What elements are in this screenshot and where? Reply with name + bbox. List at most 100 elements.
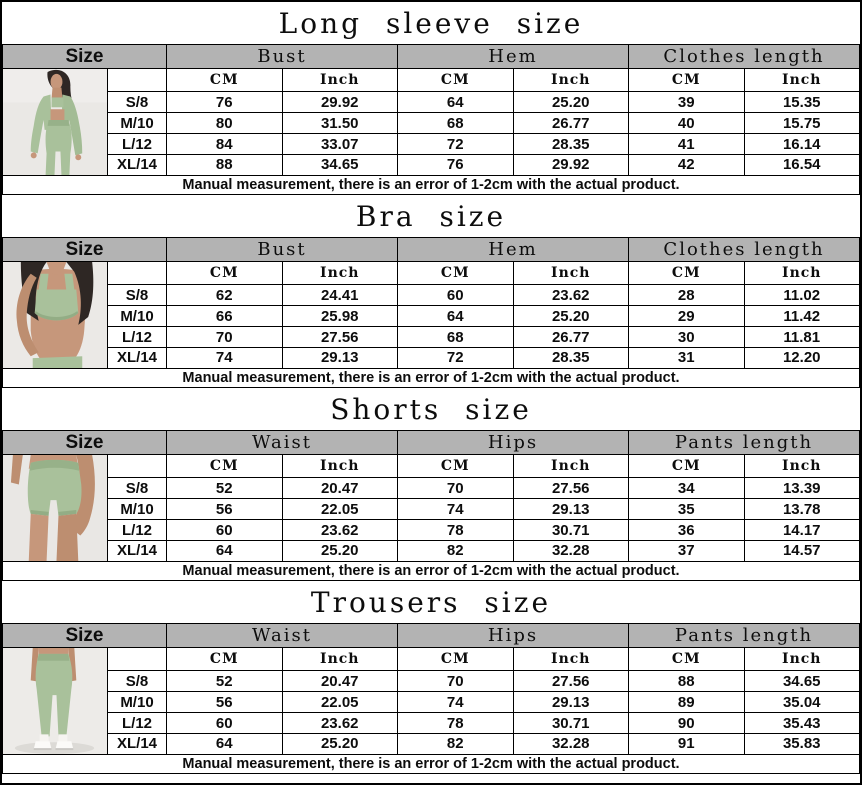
measurement-value: 28.35 <box>512 133 629 155</box>
measurement-value: 23.62 <box>281 712 398 734</box>
header-row: Size Waist Hips Pants length <box>2 623 860 648</box>
measurement-value: 11.02 <box>743 284 860 307</box>
measurement-value: 64 <box>397 91 514 114</box>
measurement-value: 30.71 <box>512 519 629 541</box>
size-row-label: S/8 <box>107 284 167 307</box>
empty-corner-cell <box>107 67 167 93</box>
cm-header: CM <box>397 453 514 479</box>
measurement-value: 88 <box>166 153 283 177</box>
size-row-label: XL/14 <box>107 539 167 563</box>
measurement-value: 68 <box>397 326 514 348</box>
group-header-2: Hips <box>397 430 629 455</box>
size-row: XL/14 64 25.20 82 32.28 91 35.83 <box>3 732 860 756</box>
shorts-photo <box>3 455 107 561</box>
measurement-value: 35.83 <box>743 732 860 756</box>
size-row-label: M/10 <box>107 112 167 135</box>
measurement-value: 34.65 <box>743 670 860 693</box>
measurement-value: 35.04 <box>743 691 860 714</box>
bra-photo <box>3 262 107 368</box>
measurement-value: 72 <box>397 346 514 370</box>
measurement-value: 22.05 <box>281 691 398 714</box>
size-row: L/12 70 27.56 68 26.77 30 11.81 <box>3 326 860 348</box>
size-row-label: M/10 <box>107 691 167 714</box>
measurement-value: 28.35 <box>512 346 629 370</box>
measurement-value: 26.77 <box>512 326 629 348</box>
inch-header: Inch <box>281 260 398 286</box>
size-row-label: XL/14 <box>107 346 167 370</box>
unit-row: CM Inch CM Inch CM Inch <box>2 260 860 369</box>
size-table-section: Bra size Size Bust Hem Clothes length CM <box>2 195 860 388</box>
measurement-value: 27.56 <box>512 670 629 693</box>
cm-header: CM <box>628 646 745 672</box>
measurement-value: 80 <box>166 112 283 135</box>
measurement-value: 88 <box>628 670 745 693</box>
measurement-value: 60 <box>397 284 514 307</box>
size-row: S/8 52 20.47 70 27.56 34 13.39 <box>3 477 860 500</box>
size-row: L/12 84 33.07 72 28.35 41 16.14 <box>3 133 860 155</box>
measurement-value: 41 <box>628 133 745 155</box>
header-row: Size Waist Hips Pants length <box>2 430 860 455</box>
size-column-header: Size <box>2 430 167 455</box>
measurement-value: 60 <box>166 712 283 734</box>
measurement-value: 23.62 <box>512 284 629 307</box>
measurement-value: 32.28 <box>512 539 629 563</box>
measurement-value: 13.39 <box>743 477 860 500</box>
trousers-photo <box>3 648 107 754</box>
measurement-value: 31 <box>628 346 745 370</box>
size-row: M/10 66 25.98 64 25.20 29 11.42 <box>3 305 860 328</box>
size-row-label: L/12 <box>107 712 167 734</box>
measurement-value: 82 <box>397 539 514 563</box>
measurement-value: 28 <box>628 284 745 307</box>
size-table-section: Long sleeve size Size Bust Hem Clothes l… <box>2 2 860 195</box>
size-row: S/8 52 20.47 70 27.56 88 34.65 <box>3 670 860 693</box>
measurement-value: 60 <box>166 519 283 541</box>
size-row: M/10 56 22.05 74 29.13 89 35.04 <box>3 691 860 714</box>
measurement-value: 26.77 <box>512 112 629 135</box>
measurement-value: 78 <box>397 519 514 541</box>
measurement-value: 27.56 <box>512 477 629 500</box>
cm-header: CM <box>166 453 283 479</box>
group-header-2: Hem <box>397 44 629 69</box>
product-photo-cell <box>2 261 108 369</box>
measurement-value: 29.13 <box>512 498 629 521</box>
size-row-label: M/10 <box>107 498 167 521</box>
section-title: Shorts size <box>330 392 532 426</box>
inch-header: Inch <box>512 260 629 286</box>
unit-row: CM Inch CM Inch CM Inch <box>2 453 860 562</box>
measurement-value: 90 <box>628 712 745 734</box>
cm-header: CM <box>397 260 514 286</box>
product-photo-cell <box>2 454 108 562</box>
size-row-label: L/12 <box>107 519 167 541</box>
measurement-value: 64 <box>166 732 283 756</box>
note-row: Manual measurement, there is an error of… <box>2 754 860 774</box>
measurement-value: 72 <box>397 133 514 155</box>
header-row: Size Bust Hem Clothes length <box>2 44 860 69</box>
measurement-value: 35.43 <box>743 712 860 734</box>
measurement-value: 25.20 <box>281 539 398 563</box>
measurement-value: 25.98 <box>281 305 398 328</box>
note-row: Manual measurement, there is an error of… <box>2 561 860 581</box>
measurement-value: 42 <box>628 153 745 177</box>
group-header-3: Clothes length <box>628 237 860 262</box>
cm-header: CM <box>628 67 745 93</box>
measurement-value: 66 <box>166 305 283 328</box>
size-table: Size Bust Hem Clothes length CM Inch CM … <box>2 237 860 388</box>
measurement-value: 39 <box>628 91 745 114</box>
measurement-value: 35 <box>628 498 745 521</box>
empty-corner-cell <box>107 260 167 286</box>
measurement-value: 23.62 <box>281 519 398 541</box>
long-sleeve-set-photo <box>3 69 107 175</box>
size-row-label: XL/14 <box>107 153 167 177</box>
group-header-2: Hips <box>397 623 629 648</box>
measurement-value: 16.14 <box>743 133 860 155</box>
section-title: Bra size <box>355 199 507 233</box>
measurement-note: Manual measurement, there is an error of… <box>2 175 860 195</box>
size-column-header: Size <box>2 623 167 648</box>
header-row: Size Bust Hem Clothes length <box>2 237 860 262</box>
measurement-value: 29.13 <box>512 691 629 714</box>
measurement-value: 70 <box>397 477 514 500</box>
measurement-value: 74 <box>397 498 514 521</box>
size-table-section: Shorts size Size Waist Hips Pants length… <box>2 388 860 581</box>
measurement-note: Manual measurement, there is an error of… <box>2 368 860 388</box>
